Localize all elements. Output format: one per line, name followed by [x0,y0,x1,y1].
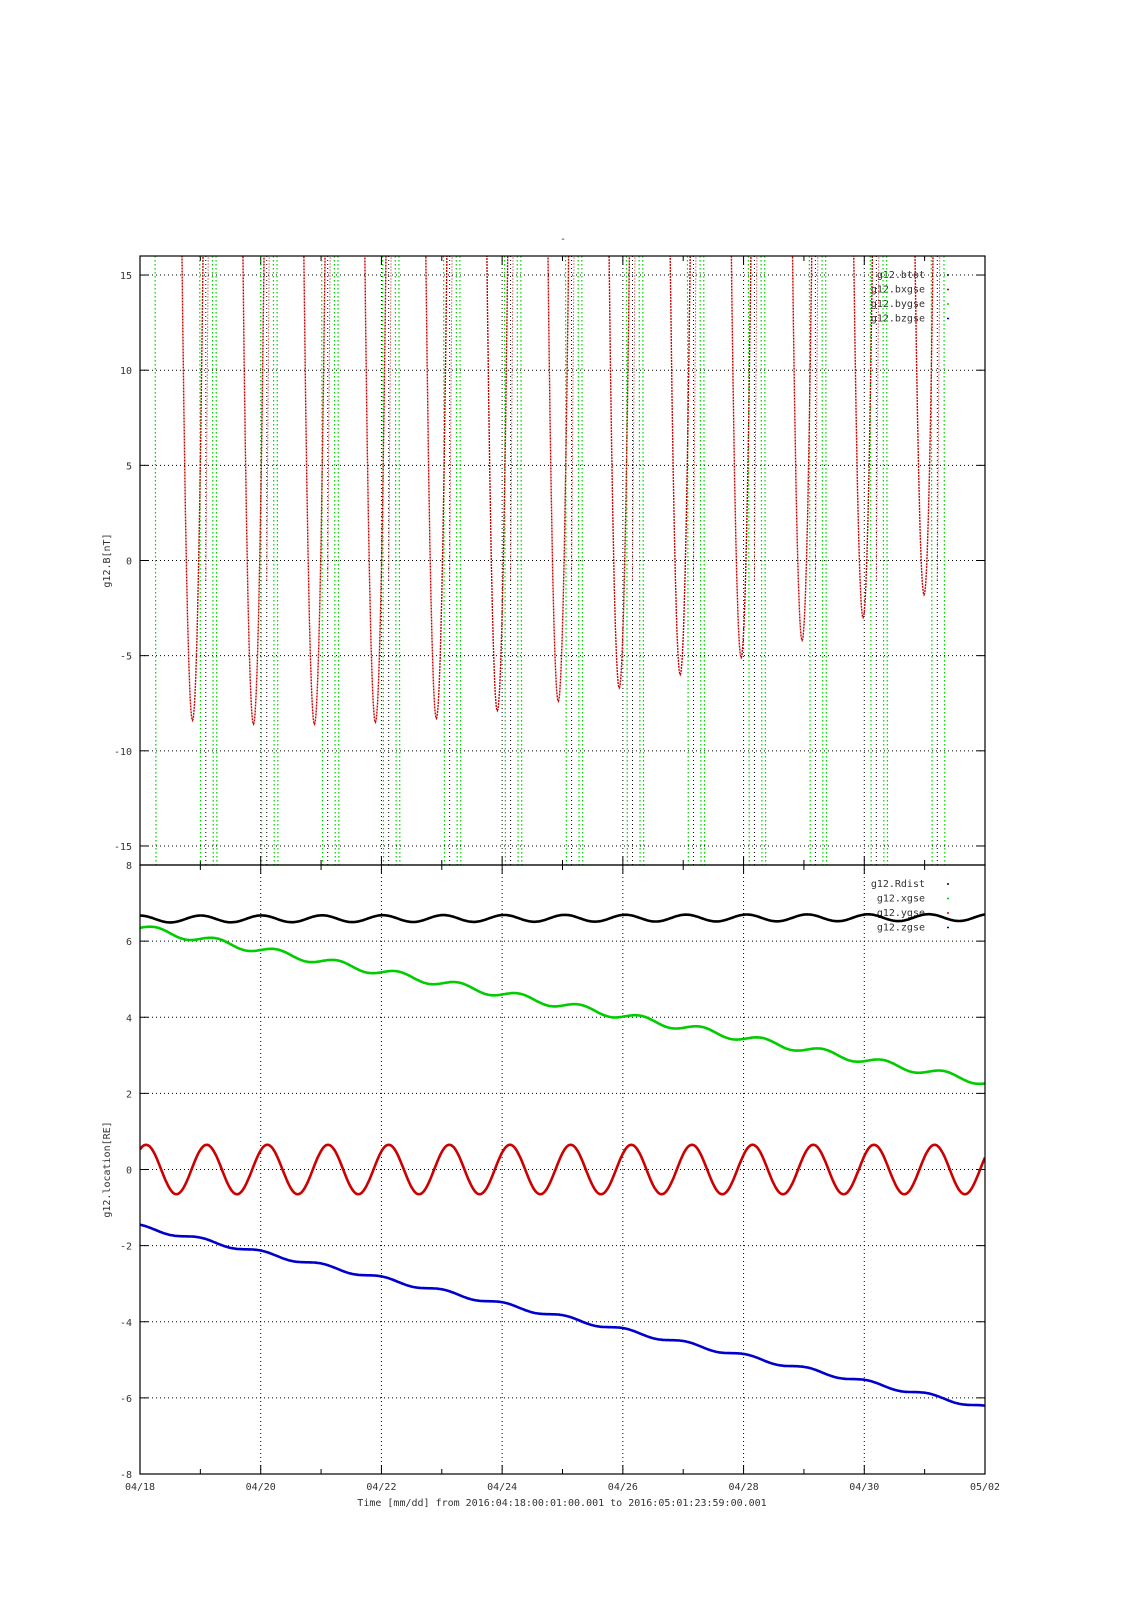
series-line-g12-zgse [140,1223,985,1407]
bygse-trace-11-1 [869,256,872,865]
y-axis-label: g12.location[RE] [102,1121,113,1217]
bygse-trace-11-0 [825,256,828,865]
series-line-g12-Rdist [140,912,985,924]
series-line-g12-xgse [140,925,985,1086]
bygse-trace-1-0 [215,256,218,865]
bxgse-dip-1 [242,256,265,726]
bxgse-dip-6 [547,256,570,703]
bxgse-dip-2 [303,256,326,726]
legend-label-g12-bygse: g12.bygse [871,299,925,310]
bygse-trace-8-2 [699,256,702,865]
bygse-trace-3-2 [394,256,397,865]
bygse-trace-9-2 [760,256,763,865]
y-tick-label: 0 [126,557,132,568]
bygse-trace-0-2 [211,256,214,865]
bygse-trace-1-2 [272,256,275,865]
x-tick-label: 04/28 [729,1482,759,1493]
bxgse-dip-0 [181,256,204,723]
y-tick-label: 10 [120,366,132,377]
y-tick-label: -10 [114,747,132,758]
bxgse-dip-12 [914,256,934,597]
legend-label-g12-bxgse: g12.bxgse [871,285,925,296]
bygse-trace-4-2 [455,256,458,865]
legend-label-g12-bzgse: g12.bzgse [871,314,925,325]
panel-2-traces [140,912,985,1407]
bxgse-dip-5 [486,256,509,713]
bygse-trace-9-0 [703,256,706,865]
x-tick-label: 04/24 [487,1482,517,1493]
y-tick-label: 6 [126,937,132,948]
bxgse-dip-4 [425,256,448,721]
y-tick-label: 15 [120,271,132,282]
bygse-trace-5-2 [516,256,519,865]
bygse-trace-7-1 [625,256,628,865]
y-tick-label: -4 [120,1318,132,1329]
y-tick-label: 8 [126,861,132,872]
bygse-trace-4-1 [442,256,446,865]
x-tick-label: 04/30 [849,1482,879,1493]
bygse-trace-6-1 [564,256,568,865]
x-tick-label: 04/18 [125,1482,155,1493]
bygse-trace-11-2 [882,256,885,865]
x-axis-label: Time [mm/dd] from 2016:04:18:00:01:00.00… [357,1498,766,1509]
bygse-trace-5-0 [459,256,462,865]
bygse-trace-0-1 [199,256,202,865]
bygse-trace-7-2 [638,256,641,865]
legend-label-g12-btot: g12.btot [877,270,925,281]
bxgse-dip-11 [853,256,874,620]
panel-frame-2 [139,864,986,1475]
x-tick-label: 04/22 [366,1482,396,1493]
x-tick-label: 05/02 [970,1482,1000,1493]
bxgse-dip-3 [364,256,387,725]
y-tick-label: -15 [114,842,132,853]
y-tick-label: -2 [120,1242,132,1253]
bygse-trace-4-0 [398,256,401,865]
bygse-trace-8-0 [642,256,645,865]
bygse-trace-5-1 [503,256,507,865]
bxgse-dip-9 [730,256,752,660]
y-tick-label: -8 [120,1470,132,1481]
bygse-trace-2-1 [321,256,324,865]
bygse-trace-2-2 [333,256,336,865]
x-tick-label: 04/20 [246,1482,276,1493]
bygse-trace-3-1 [382,256,385,865]
series-line-g12-ygse [140,1143,985,1196]
bxgse-dip-7 [608,256,631,690]
bygse-trace-10-2 [821,256,824,865]
y-tick-label: -6 [120,1394,132,1405]
legend-label-g12-zgse: g12.zgse [877,923,925,934]
bygse-trace-2-0 [276,256,279,865]
bxgse-dip-10 [791,256,813,643]
y-tick-label: -5 [120,652,132,663]
bygse-trace-9-1 [747,256,750,865]
y-tick-label: 4 [126,1013,132,1024]
legend-label-g12-Rdist: g12.Rdist [871,879,925,890]
bygse-trace-7-0 [581,256,584,865]
bygse-trace-10-0 [764,256,767,865]
x-tick-label: 04/26 [608,1482,638,1493]
bygse-trace-12-0 [886,256,889,865]
panel-2 [139,864,986,1475]
bygse-trace-8-1 [686,256,689,865]
bygse-trace-6-2 [577,256,580,865]
y-axis-label: g12.B[nT] [102,533,113,587]
bygse-trace-10-1 [808,256,811,865]
bygse-trace-1-1 [260,256,263,865]
bygse-trace-3-0 [337,256,340,865]
legend-label-g12-ygse: g12.ygse [877,908,925,919]
y-tick-label: 5 [126,461,132,472]
panel-1-traces [154,256,946,865]
bygse-trace-0-0 [154,256,157,865]
legend-label-g12-xgse: g12.xgse [877,894,925,905]
figure-title: - [560,234,566,245]
y-tick-label: 2 [126,1089,132,1100]
bygse-trace-12-1 [930,256,933,865]
bxgse-dip-8 [669,256,691,677]
y-tick-label: 0 [126,1166,132,1177]
bygse-trace-6-0 [520,256,523,865]
bygse-trace-12-2 [943,256,946,865]
